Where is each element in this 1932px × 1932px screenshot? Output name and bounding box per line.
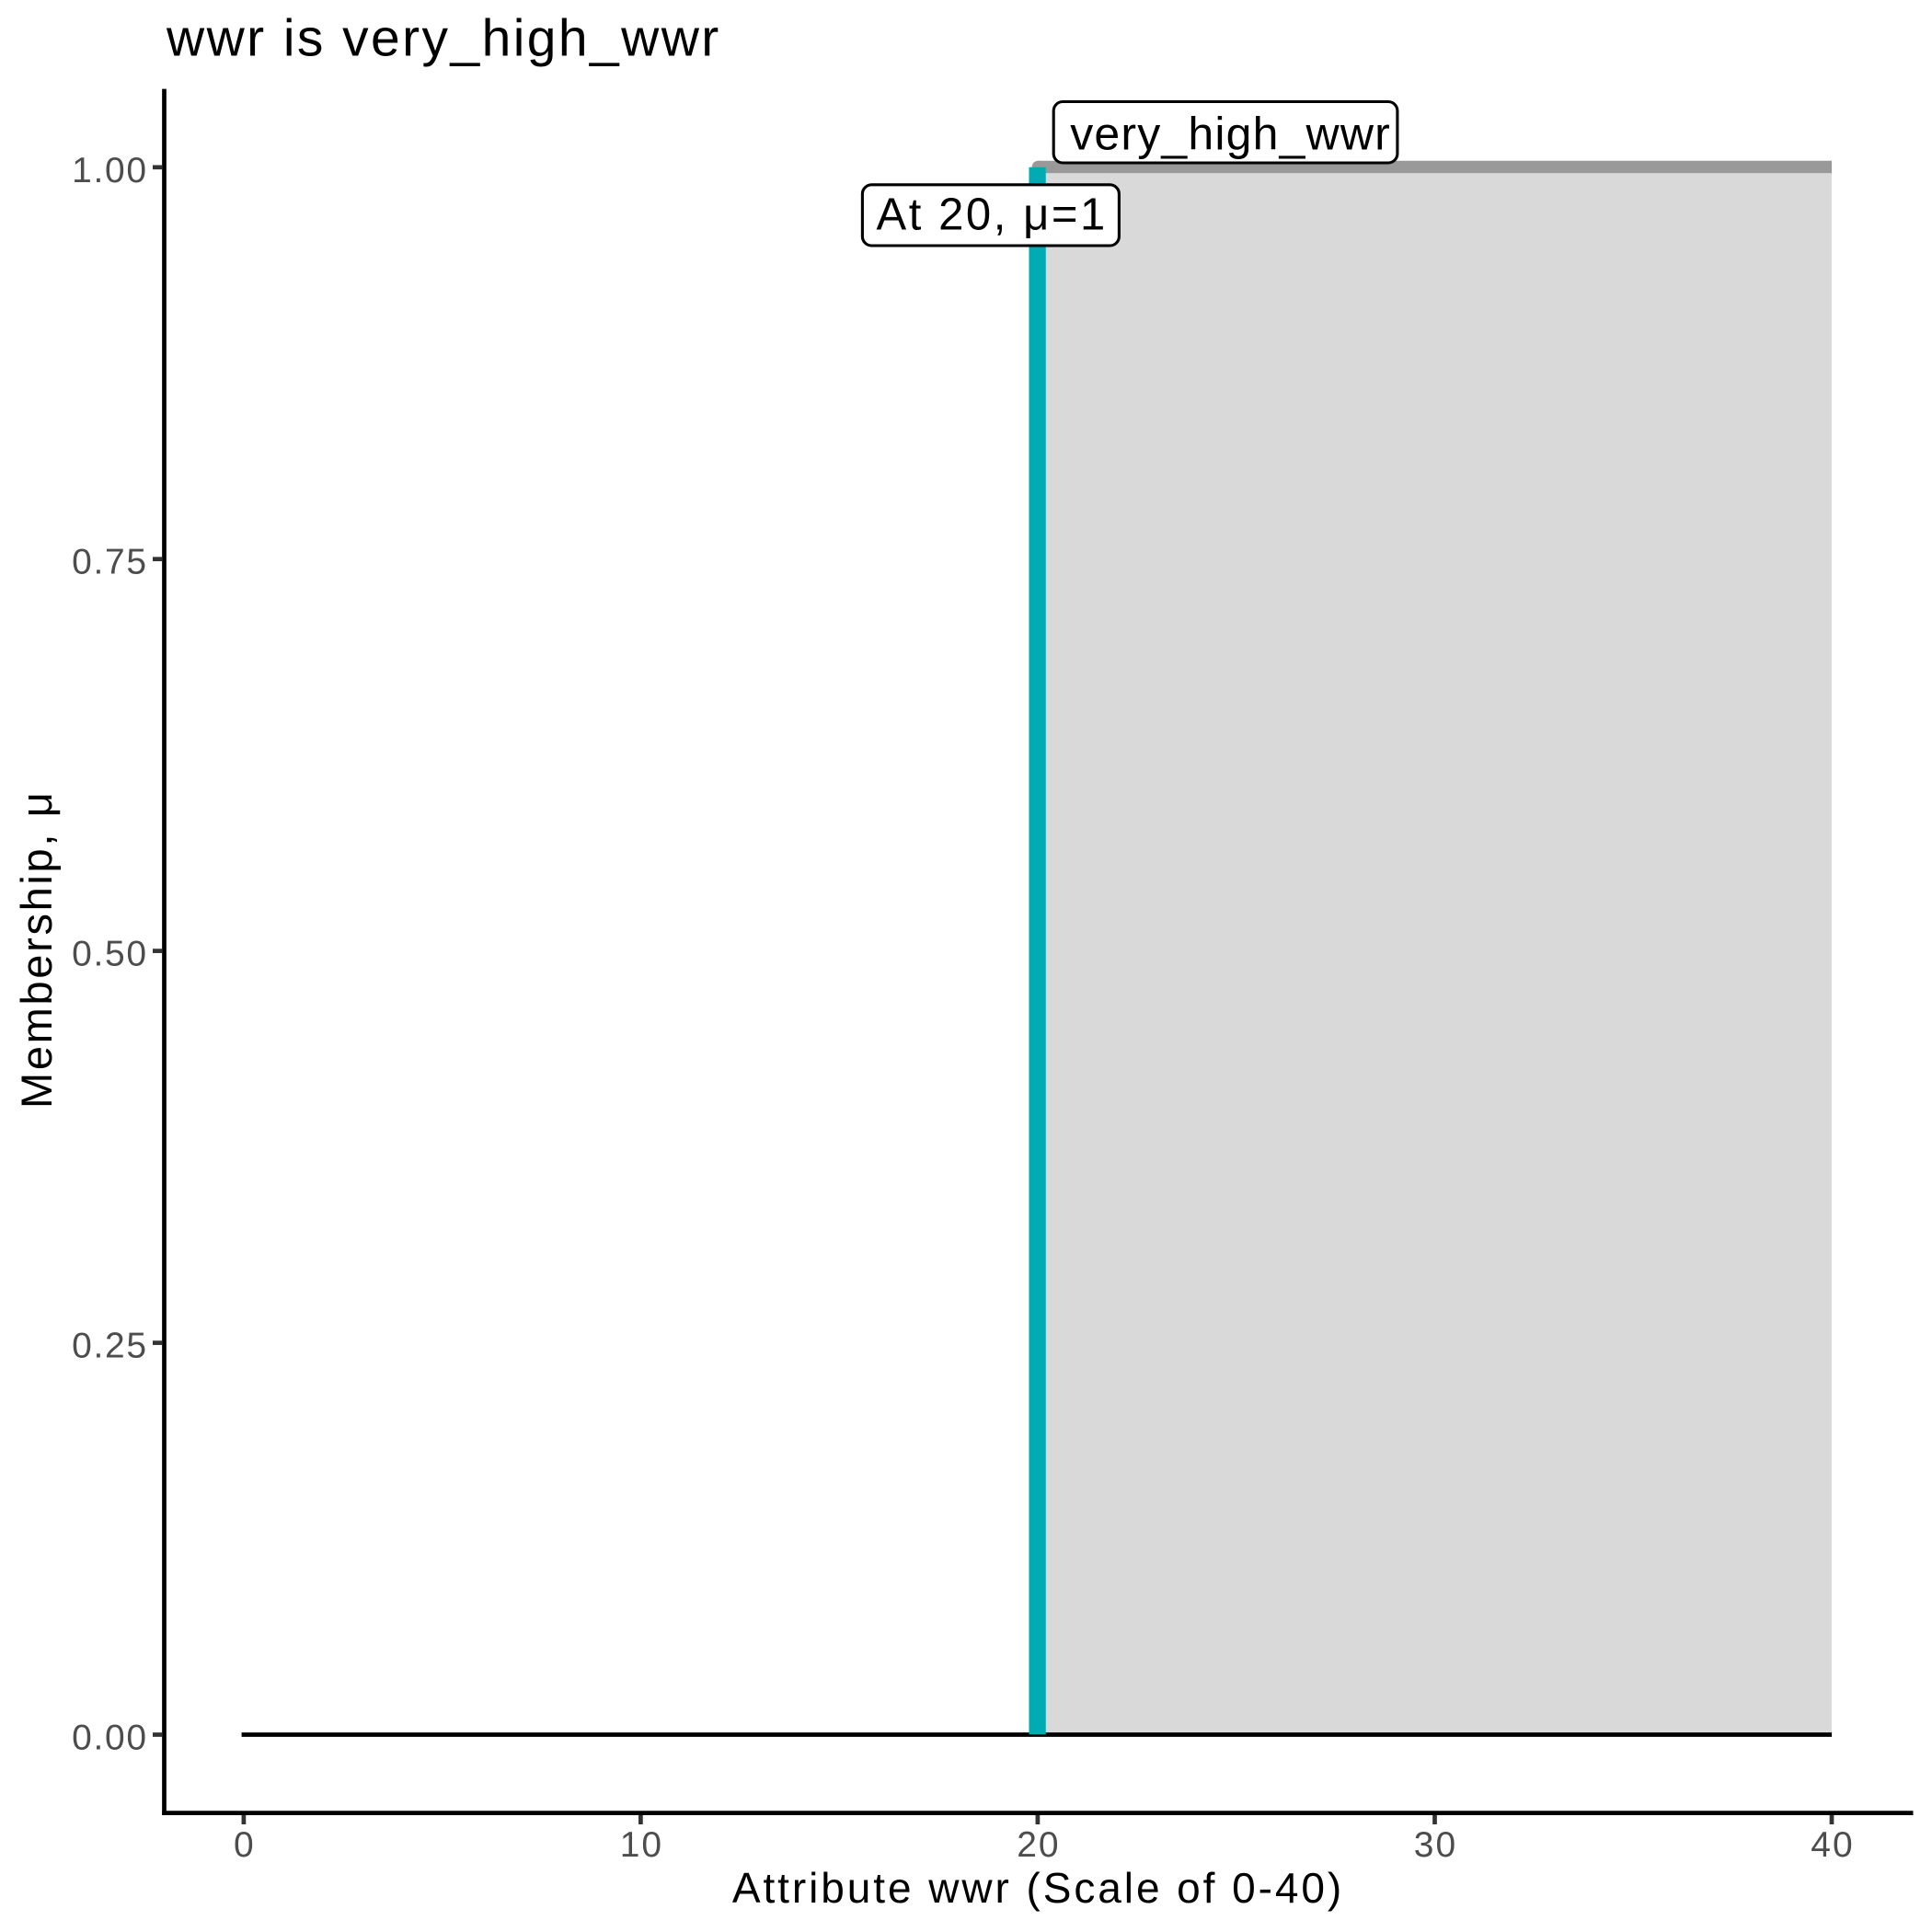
svg-text:0.25: 0.25 bbox=[72, 1327, 148, 1366]
svg-text:At 20, μ=1: At 20, μ=1 bbox=[877, 190, 1108, 240]
svg-text:20: 20 bbox=[1017, 1825, 1060, 1865]
svg-text:0.75: 0.75 bbox=[72, 543, 148, 582]
svg-text:wwr is very_high_wwr: wwr is very_high_wwr bbox=[166, 9, 721, 68]
svg-text:Attribute wwr (Scale of 0-40): Attribute wwr (Scale of 0-40) bbox=[732, 1864, 1344, 1912]
svg-text:0.00: 0.00 bbox=[72, 1719, 148, 1758]
svg-text:Membership, μ: Membership, μ bbox=[12, 789, 61, 1109]
svg-text:40: 40 bbox=[1811, 1825, 1854, 1865]
svg-text:1.00: 1.00 bbox=[72, 151, 148, 190]
svg-text:30: 30 bbox=[1414, 1825, 1457, 1865]
svg-text:10: 10 bbox=[620, 1825, 663, 1865]
svg-text:very_high_wwr: very_high_wwr bbox=[1070, 108, 1391, 159]
svg-text:0: 0 bbox=[234, 1825, 254, 1865]
svg-text:0.50: 0.50 bbox=[72, 935, 148, 974]
